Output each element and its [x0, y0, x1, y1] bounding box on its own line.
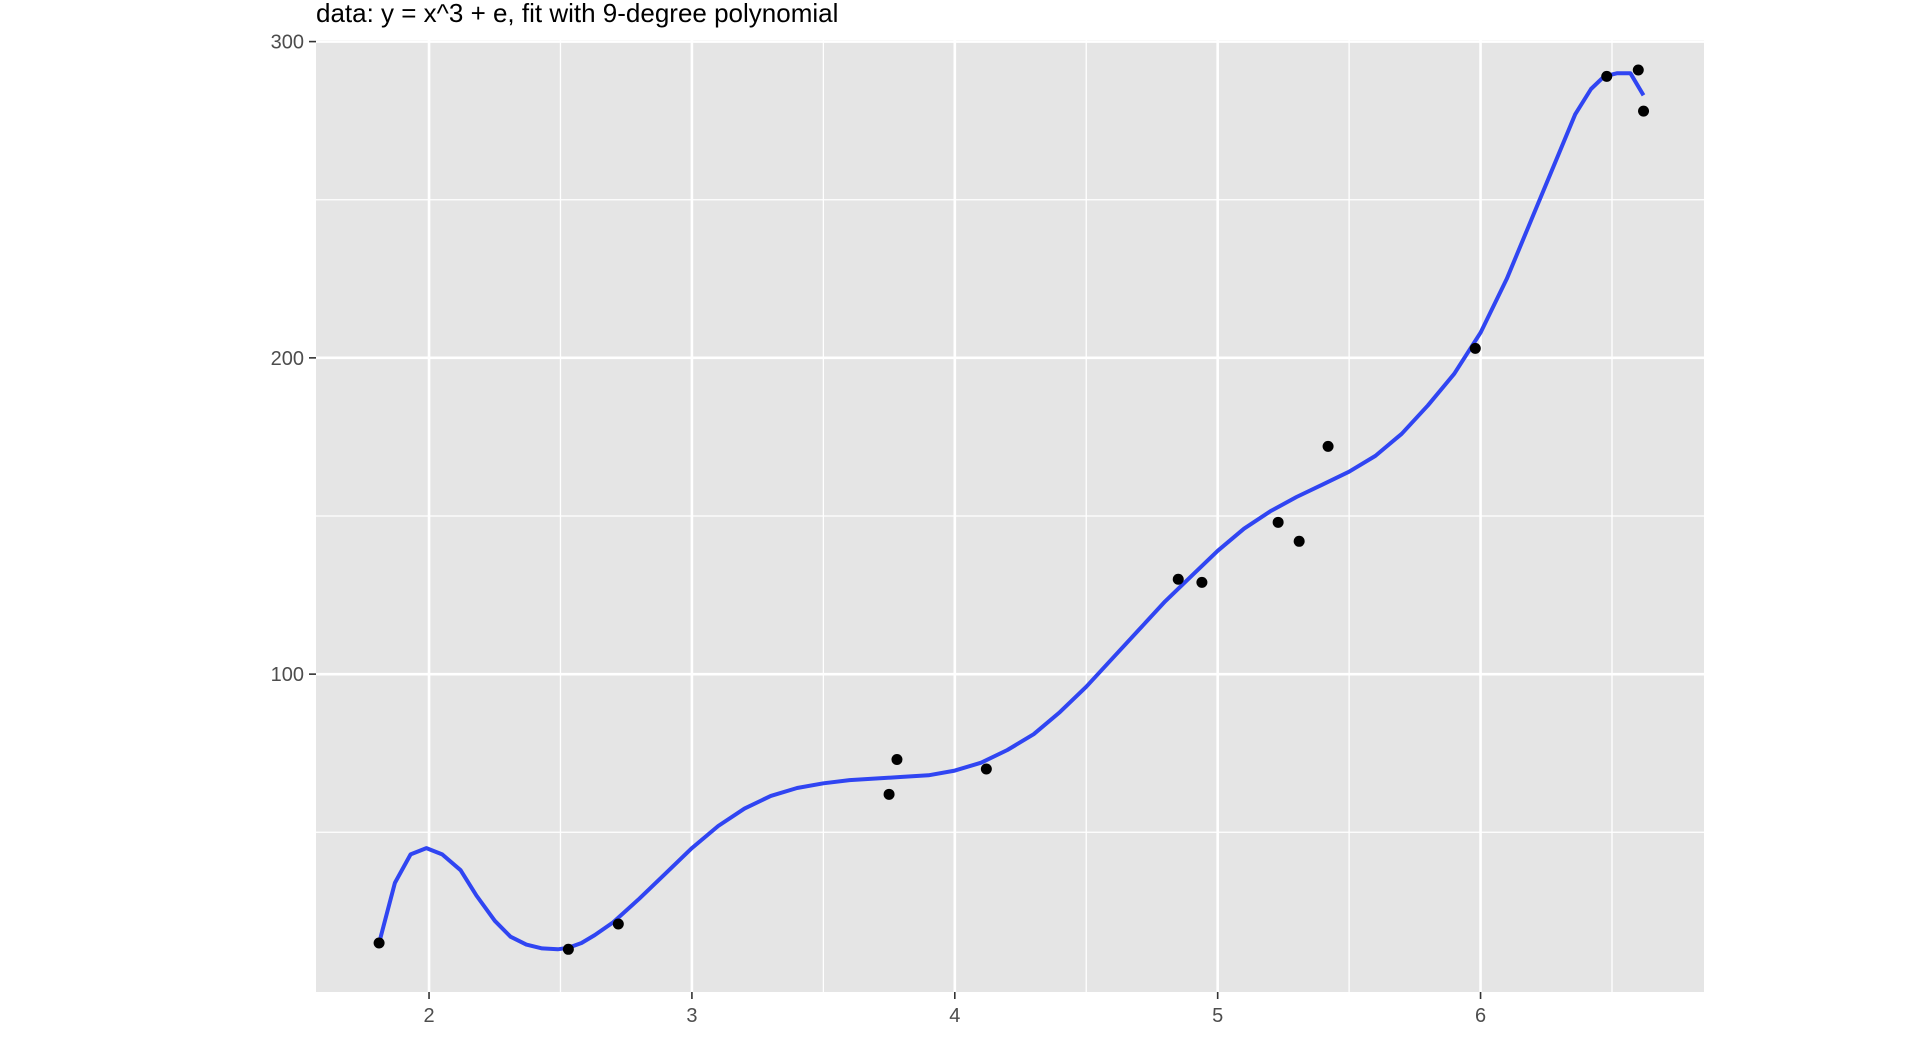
x-axis: 2 3 4 5 6: [423, 992, 1486, 1027]
data-point: [373, 937, 385, 949]
data-point: [1272, 516, 1284, 528]
data-point: [891, 754, 903, 766]
data-point: [1638, 105, 1650, 117]
fit-line-layer: [377, 71, 1646, 952]
y-tick-label: 300: [271, 32, 304, 54]
y-tick-label: 200: [271, 348, 304, 370]
major-grid: [316, 40, 1704, 992]
data-point: [1322, 440, 1334, 452]
data-point: [1601, 70, 1613, 82]
fit-line: [377, 71, 1646, 952]
y-axis: 100 200 300: [271, 32, 316, 686]
chart-title: data: y = x^3 + e, fit with 9-degree pol…: [316, 0, 838, 28]
data-point: [612, 918, 624, 930]
data-point: [1196, 576, 1208, 588]
minor-grid: [316, 40, 1704, 992]
data-point: [1293, 535, 1305, 547]
data-point: [980, 763, 992, 775]
x-tick-label: 5: [1212, 1005, 1223, 1027]
x-tick-label: 3: [686, 1005, 697, 1027]
data-point: [562, 943, 574, 955]
data-point: [1632, 64, 1644, 76]
x-tick-label: 4: [949, 1005, 960, 1027]
x-tick-label: 2: [423, 1005, 434, 1027]
data-point: [1172, 573, 1184, 585]
points-layer: [373, 64, 1650, 955]
data-point: [883, 788, 895, 800]
x-tick-label: 6: [1475, 1005, 1486, 1027]
data-point: [1469, 342, 1481, 354]
y-tick-label: 100: [271, 664, 304, 686]
